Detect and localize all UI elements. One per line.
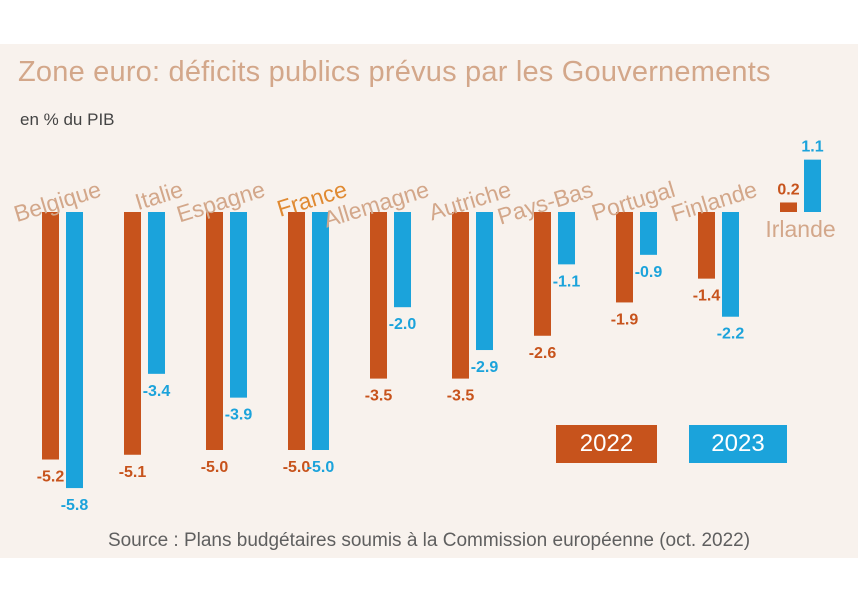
data-label-2022-pays-bas: -2.6 [529, 345, 557, 362]
data-label-2022-allemagne: -3.5 [365, 388, 393, 405]
bar-2022-portugal [616, 212, 633, 303]
bar-2022-italie [124, 212, 141, 455]
data-label-2022-portugal: -1.9 [611, 311, 639, 328]
data-label-2023-france: -5.0 [307, 459, 335, 476]
bar-2023-italie [148, 212, 165, 374]
bar-2022-irlande [780, 202, 797, 212]
bar-2023-allemagne [394, 212, 411, 308]
unit-label: en % du PIB [20, 110, 115, 129]
category-label-irlande: Irlande [765, 216, 835, 242]
legend-2023: 2023 [689, 425, 787, 463]
bar-2023-finlande [722, 212, 739, 317]
data-label-2022-autriche: -3.5 [447, 388, 475, 405]
data-label-2022-italie: -5.1 [119, 464, 147, 481]
bar-2022-allemagne [370, 212, 387, 379]
bar-2022-espagne [206, 212, 223, 450]
bar-2023-espagne [230, 212, 247, 398]
data-label-2023-allemagne: -2.0 [389, 316, 417, 333]
bar-2023-pays-bas [558, 212, 575, 265]
bar-2023-france [312, 212, 329, 450]
data-label-2023-pays-bas: -1.1 [553, 273, 581, 290]
data-label-2022-belgique: -5.2 [37, 469, 65, 486]
bar-2023-portugal [640, 212, 657, 255]
data-label-2022-france: -5.0 [283, 459, 311, 476]
source-note: Source : Plans budgétaires soumis à la C… [107, 530, 751, 551]
bar-2022-finlande [698, 212, 715, 279]
legend-2022: 2022 [556, 425, 657, 463]
bar-2022-autriche [452, 212, 469, 379]
chart-background [0, 44, 858, 558]
data-label-2022-finlande: -1.4 [693, 288, 721, 305]
bar-2022-pays-bas [534, 212, 551, 336]
data-label-2022-espagne: -5.0 [201, 459, 229, 476]
data-label-2023-espagne: -3.9 [225, 407, 253, 424]
bar-2023-irlande [804, 159, 821, 212]
data-label-2023-autriche: -2.9 [471, 359, 499, 376]
bar-2023-belgique [66, 212, 83, 489]
bar-2023-autriche [476, 212, 493, 351]
bar-2022-belgique [42, 212, 59, 460]
data-label-2023-italie: -3.4 [143, 383, 171, 400]
data-label-2022-irlande: 0.2 [777, 181, 799, 198]
data-label-2023-finlande: -2.2 [717, 326, 745, 343]
category-label-portugal: Portugal [588, 176, 678, 226]
chart-title: Zone euro: déficits publics prévus par l… [18, 56, 771, 88]
data-label-2023-belgique: -5.8 [61, 497, 89, 514]
data-label-2023-irlande: 1.1 [801, 139, 823, 156]
data-label-2023-portugal: -0.9 [635, 264, 663, 281]
bar-2022-france [288, 212, 305, 450]
